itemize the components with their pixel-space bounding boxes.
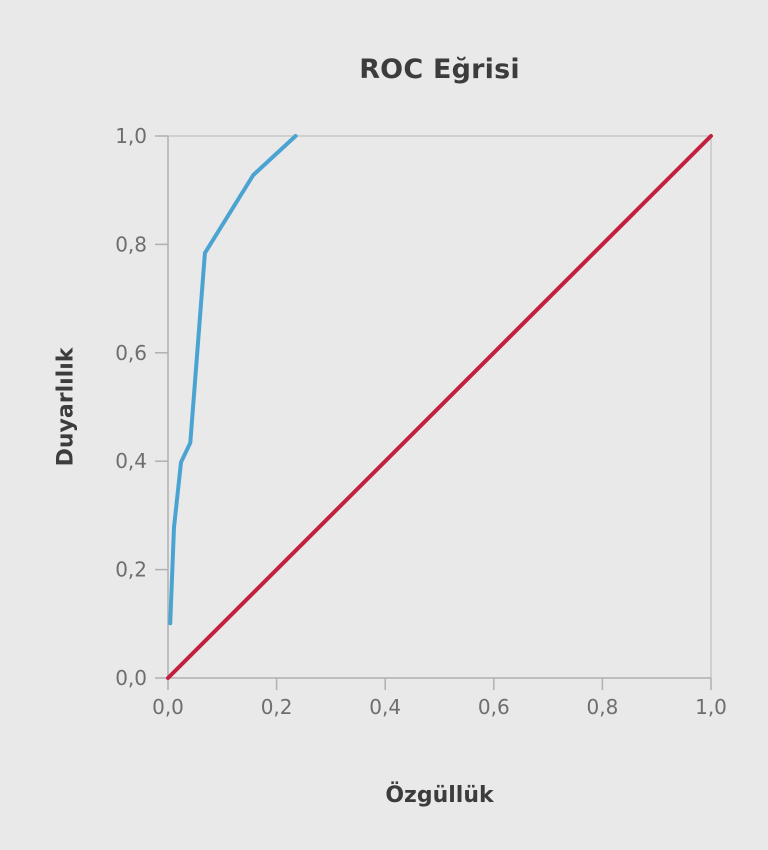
- y-tick-label: 0,8: [115, 232, 147, 256]
- x-tick-label: 0,4: [369, 695, 401, 719]
- y-tick-label: 0,2: [115, 558, 147, 582]
- y-tick-label: 1,0: [115, 124, 147, 148]
- x-axis-title: Özgüllük: [385, 783, 494, 808]
- x-tick-label: 0,8: [586, 695, 618, 719]
- x-tick-label: 0,0: [152, 695, 184, 719]
- x-tick-label: 0,6: [478, 695, 510, 719]
- y-tick-label: 0,0: [115, 666, 147, 690]
- reference-diagonal-line: [166, 134, 713, 680]
- roc-curve-line: [168, 134, 298, 626]
- x-tick-label: 0,2: [261, 695, 293, 719]
- chart-title: ROC Eğrisi: [359, 54, 520, 85]
- y-tick-label: 0,6: [115, 341, 147, 365]
- x-tick-label: 1,0: [695, 695, 727, 719]
- y-tick-label: 0,4: [115, 449, 147, 473]
